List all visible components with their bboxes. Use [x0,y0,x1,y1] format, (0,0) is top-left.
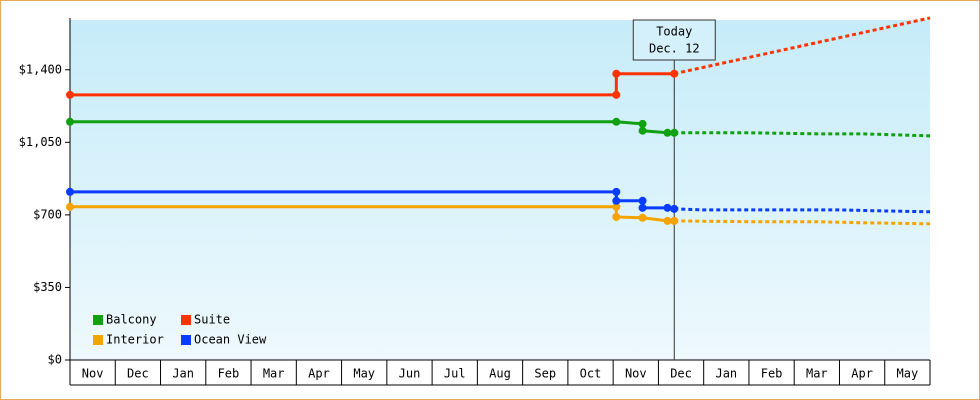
today-box [632,19,716,61]
legend-label: Balcony [106,313,157,327]
x-tick-label: Dec [670,367,692,381]
x-tick-label: Apr [851,367,873,381]
x-tick-label: Feb [218,367,240,381]
price-point [612,69,621,78]
price-point [66,202,74,211]
price-point [638,203,647,212]
legend-swatch [181,335,191,345]
price-point [66,187,74,196]
legend-label: Suite [194,313,230,327]
price-point [612,202,621,211]
x-tick-label: Nov [625,367,647,381]
legend-swatch [93,335,103,345]
price-point [670,216,679,225]
price-line [70,72,675,97]
legend-swatch [93,315,103,325]
x-tick-label: Jun [399,367,421,381]
forecast-line [674,207,931,214]
price-point [612,117,621,126]
y-tick-label: $0 [48,353,62,367]
price-point [638,196,647,205]
x-tick-label: Aug [489,367,511,381]
plot-area [70,20,930,360]
legend-label: Ocean View [194,333,267,347]
price-point [663,216,672,225]
x-tick-label: May [353,367,375,381]
x-tick-label: Dec [127,367,149,381]
price-point [66,90,74,99]
price-point [663,128,672,137]
x-tick-label: Jan [172,367,194,381]
x-tick-label: Jul [444,367,466,381]
y-tick-label: $350 [33,280,62,294]
x-tick-label: Jan [715,367,737,381]
y-tick-label: $1,400 [19,62,62,76]
forecast-line [674,131,931,138]
forecast-line [674,219,931,226]
price-point [670,128,679,137]
x-tick-label: Nov [82,367,104,381]
price-point [612,187,621,196]
price-point [66,117,74,126]
price-point [612,90,621,99]
today-label: Dec. 12 [649,42,700,56]
price-point [670,69,679,78]
x-tick-label: Sep [534,367,556,381]
legend-swatch [181,315,191,325]
price-point [638,119,647,128]
today-label: Today [656,25,692,39]
price-point [638,213,647,222]
x-tick-label: Mar [263,367,285,381]
x-tick-label: Feb [761,367,783,381]
y-tick-label: $700 [33,207,62,221]
x-tick-label: May [897,367,919,381]
price-point [612,212,621,221]
price-point [670,204,679,213]
price-point [638,126,647,135]
legend-label: Interior [106,333,164,347]
x-tick-label: Mar [806,367,828,381]
x-tick-label: Apr [308,367,330,381]
forecast-line [673,16,931,76]
price-point [663,203,672,212]
y-tick-label: $1,050 [19,135,62,149]
price-point [612,196,621,205]
x-tick-label: Oct [580,367,602,381]
